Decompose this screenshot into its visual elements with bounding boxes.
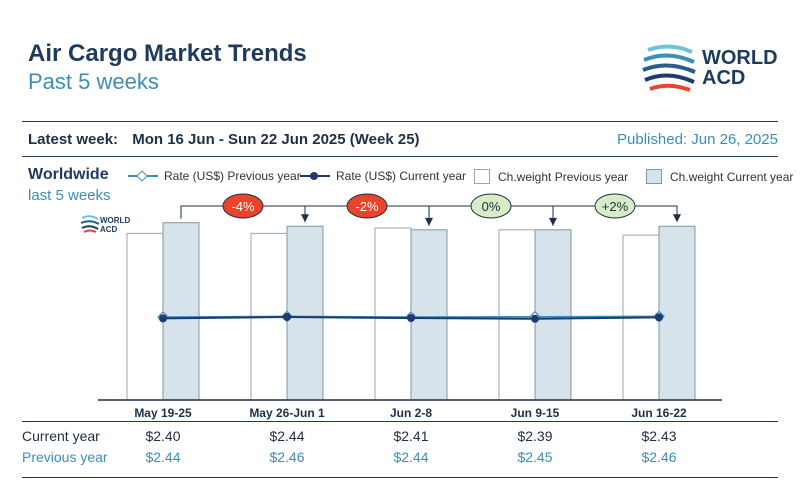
current-rate-cell: $2.41 <box>393 428 429 444</box>
table-divider <box>22 421 778 422</box>
change-badge <box>222 193 264 219</box>
previous-rate-cell: $2.46 <box>269 449 305 465</box>
worldacd-logo: WORLD ACD <box>640 42 790 98</box>
current-rate-cell: $2.40 <box>145 428 181 444</box>
legend-rate-prev-swatch <box>128 170 158 182</box>
previous-rate-cell: $2.46 <box>641 449 677 465</box>
x-tick-label: May 26-Jun 1 <box>249 406 325 420</box>
page-title: Air Cargo Market Trends <box>28 40 307 67</box>
previous-rate-cell: $2.44 <box>145 449 181 465</box>
x-tick-label: Jun 2-8 <box>390 406 432 420</box>
latest-week-value: Mon 16 Jun - Sun 22 Jun 2025 (Week 25) <box>132 131 420 148</box>
latest-week-label: Latest week: <box>28 131 119 148</box>
legend-weight-prev-swatch <box>474 169 490 184</box>
bar-weight-cur <box>658 225 696 401</box>
bar-weight-cur <box>534 229 572 401</box>
current-rate-cell: $2.43 <box>641 428 677 444</box>
current-year-label: Current year <box>22 428 100 444</box>
legend-rate-cur-label: Rate (US$) Current year <box>336 169 467 183</box>
x-tick-label: May 19-25 <box>134 406 192 420</box>
legend-weight-prev-label: Ch.weight Previous year <box>498 169 629 184</box>
change-badge <box>594 193 636 219</box>
published-date: Published: Jun 26, 2025 <box>617 131 778 148</box>
region-label: Worldwide <box>28 166 109 183</box>
legend-rate-cur-swatch <box>300 172 330 180</box>
previous-rate-cell: $2.44 <box>393 449 429 465</box>
changes-group: -4% -2% 0% +2% <box>180 193 681 226</box>
mini-worldacd-logo: WORLD ACD <box>80 214 130 238</box>
header-divider <box>22 121 778 122</box>
legend-weight-prev: Ch.weight Previous year <box>474 169 628 184</box>
x-tick-label: Jun 16-22 <box>631 406 687 420</box>
previous-year-label: Previous year <box>22 449 108 465</box>
bar-weight-cur <box>410 229 448 401</box>
legend-weight-cur-label: Ch.weight Current year <box>670 169 794 184</box>
x-tick-label: Jun 9-15 <box>511 406 560 420</box>
legend-rate-prev-label: Rate (US$) Previous year <box>164 169 301 183</box>
point-rate-cur <box>283 313 291 322</box>
mini-logo-line1: WORLD <box>100 216 131 225</box>
legend-weight-cur-swatch <box>646 169 662 184</box>
page-subtitle: Past 5 weeks <box>28 69 159 94</box>
point-rate-cur <box>655 313 663 322</box>
previous-rate-cell: $2.45 <box>517 449 553 465</box>
period-label: last 5 weeks <box>28 187 111 204</box>
point-rate-cur <box>159 314 167 323</box>
legend-weight-cur: Ch.weight Current year <box>646 169 793 184</box>
change-badge <box>470 193 512 219</box>
mini-logo-line2: ACD <box>100 225 118 234</box>
bar-weight-prev <box>374 227 412 401</box>
current-rate-cell: $2.44 <box>269 428 305 444</box>
x-labels-group: May 19-25 May 26-Jun 1 Jun 2-8 Jun 9-15 Jun … <box>134 406 687 420</box>
point-rate-cur <box>407 314 415 323</box>
legend-rate-cur: Rate (US$) Current year <box>300 169 466 183</box>
change-arrowhead <box>673 214 681 223</box>
change-badge <box>346 193 388 219</box>
mini-logo-swoosh-icon <box>80 215 100 233</box>
change-label: -4% <box>231 199 255 214</box>
current-rate-cell: $2.39 <box>517 428 553 444</box>
logo-text-line1: WORLD <box>702 47 778 69</box>
point-rate-cur <box>531 314 539 323</box>
lines-group <box>157 310 665 323</box>
change-label: +2% <box>602 199 629 214</box>
logo-swoosh-icon <box>642 44 696 92</box>
change-label: 0% <box>482 199 501 214</box>
latest-week: Latest week: Mon 16 Jun - Sun 22 Jun 202… <box>28 131 420 148</box>
footer-divider <box>22 477 778 478</box>
logo-text-line2: ACD <box>702 67 746 89</box>
bar-weight-cur <box>286 225 324 401</box>
subheader-divider <box>22 156 778 157</box>
change-label: -2% <box>355 199 379 214</box>
bar-weight-prev <box>498 229 536 401</box>
legend-rate-prev: Rate (US$) Previous year <box>128 169 301 183</box>
bar-weight-cur <box>162 222 200 401</box>
